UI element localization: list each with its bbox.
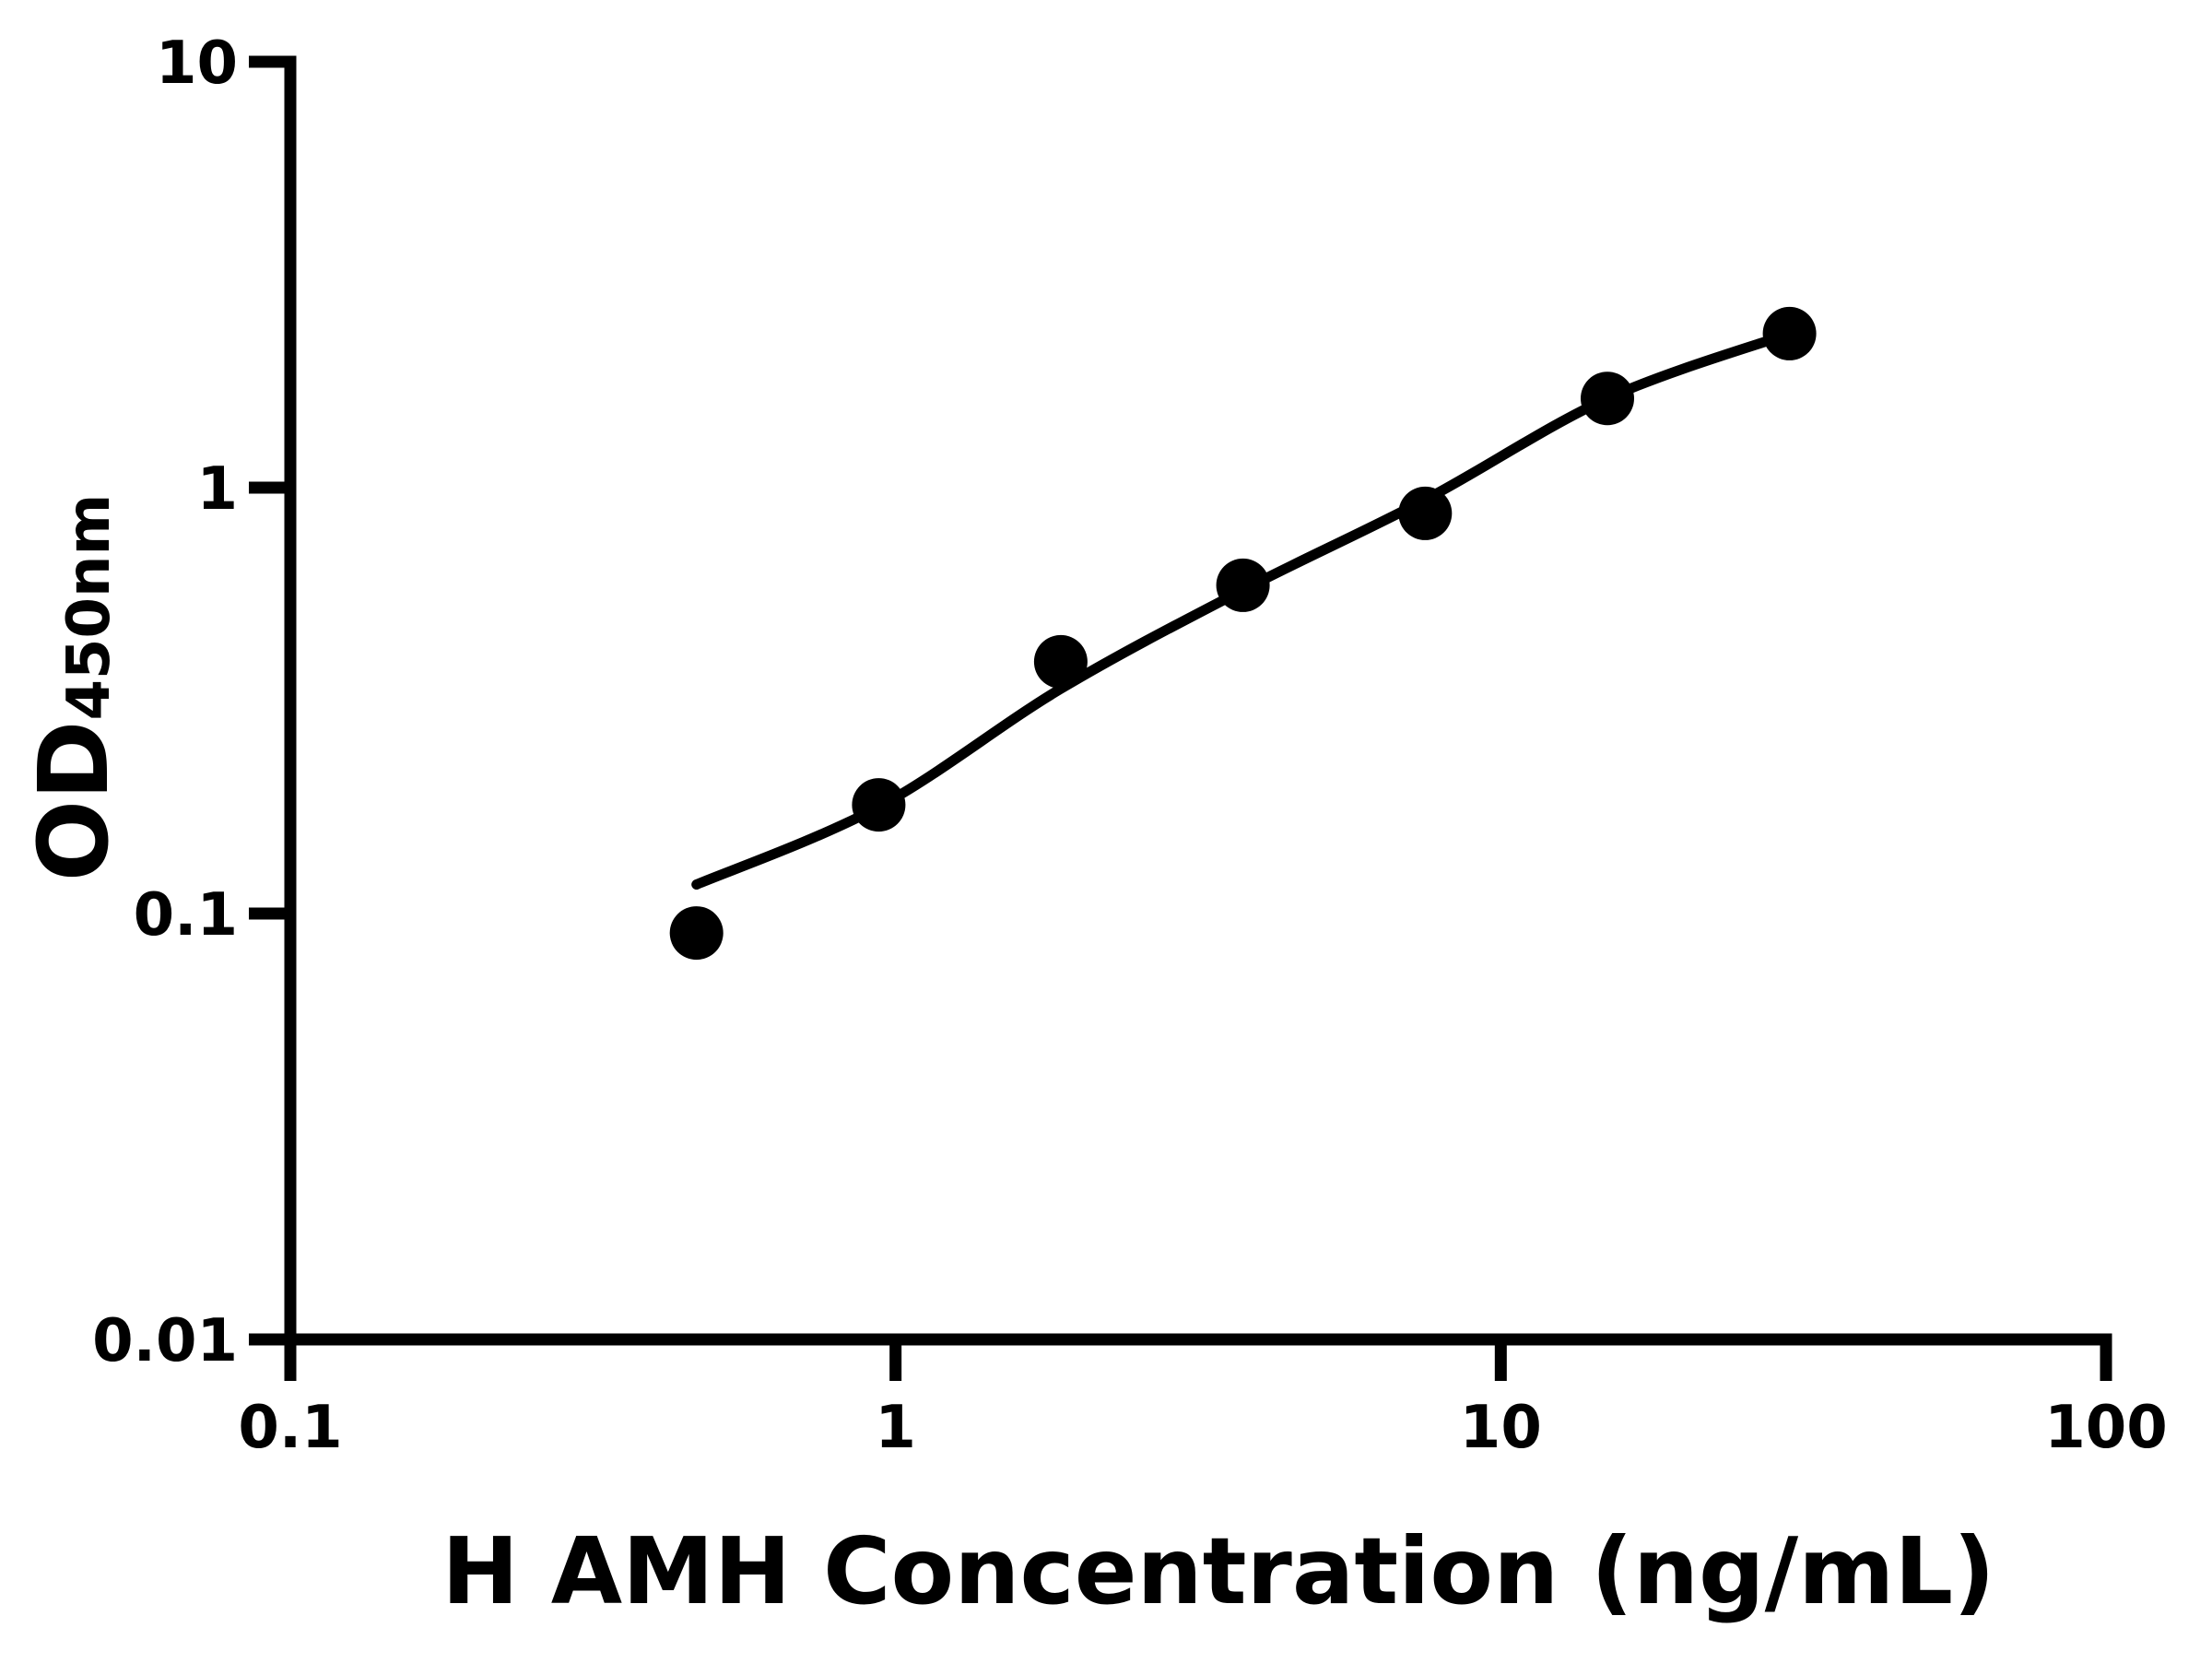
y-axis-title: OD450nm — [18, 494, 130, 882]
data-point — [1216, 558, 1270, 612]
x-tick-label: 100 — [2044, 1394, 2168, 1462]
x-tick-label: 1 — [875, 1394, 916, 1462]
data-point — [1762, 306, 1817, 360]
x-axis-title: H AMH Concentration (ng/mL) — [441, 1517, 1995, 1625]
y-tick-label: 0.01 — [92, 1307, 238, 1375]
y-axis-title-main: OD — [18, 721, 130, 882]
data-point — [1033, 634, 1088, 689]
y-tick-label: 0.1 — [134, 881, 238, 949]
data-point — [669, 906, 724, 961]
data-point — [852, 778, 906, 832]
y-tick-label: 10 — [156, 29, 238, 98]
x-tick-label: 10 — [1460, 1394, 1542, 1462]
data-point — [1581, 372, 1634, 426]
y-axis-title-subscript: 450nm — [55, 494, 124, 721]
y-tick-label: 1 — [196, 455, 238, 524]
data-points-layer — [669, 306, 1817, 961]
x-tick-label: 0.1 — [238, 1394, 342, 1462]
data-point — [1398, 486, 1453, 540]
